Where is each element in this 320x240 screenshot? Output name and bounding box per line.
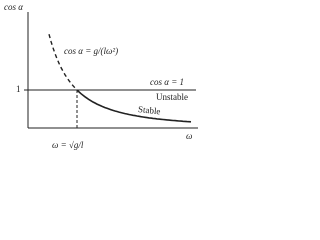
curve-unphysical [48,34,78,91]
line-label: cos α = 1 [150,77,184,87]
y-tick-label: 1 [16,84,21,94]
y-axis-label: cos α [4,2,23,12]
critical-label: ω = √g/l [52,140,84,150]
x-axis-label: ω [186,131,192,141]
diagram: cos α 1 ω cos α = g/(lω²) cos α = 1 Unst… [4,2,198,150]
curve-label: cos α = g/(lω²) [64,46,118,56]
stable-label: Stable [138,104,161,116]
unstable-label: Unstable [156,92,188,102]
curve-stable [76,89,192,123]
